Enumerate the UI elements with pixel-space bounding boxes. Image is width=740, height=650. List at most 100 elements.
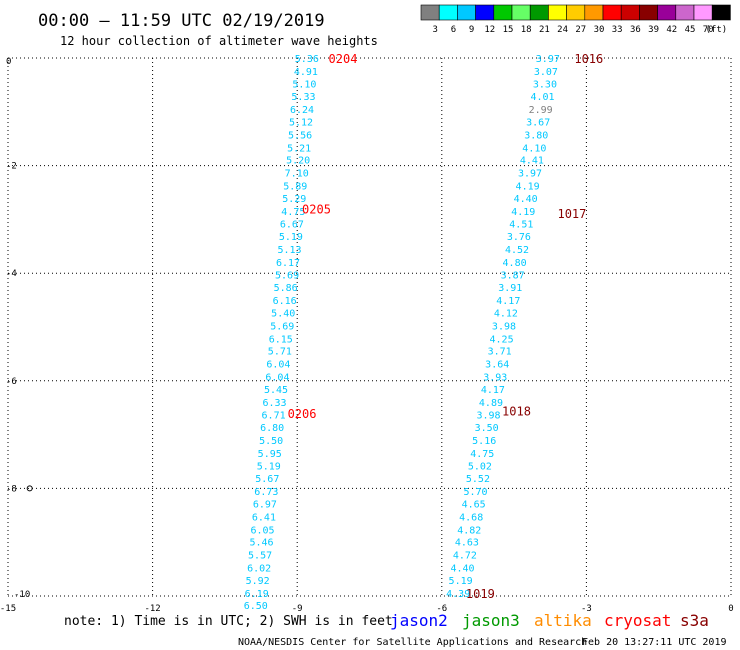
x-tick-label: -9	[292, 604, 303, 614]
colorbar-label: 9	[469, 25, 474, 35]
track-b-values: 3.97 3.073.30 4.01 2.993.67 3.80 4.10 4.41 3.97…	[446, 54, 560, 600]
y-tick-label: -8	[6, 484, 17, 494]
wave-height-value: 4.80	[503, 258, 527, 269]
wave-height-value: 4.63	[455, 538, 479, 549]
pass-time-label: 0204	[329, 52, 358, 66]
colorbar-label: 70	[703, 25, 714, 35]
colorbar-label: 6	[451, 25, 456, 35]
satellite-legend-item: cryosat	[604, 611, 671, 630]
x-tick-label: -15	[0, 604, 16, 614]
satellite-legend-item: s3a	[680, 611, 709, 630]
colorbar-swatch	[420, 4, 440, 21]
colorbar-label: 42	[666, 25, 677, 35]
wave-height-value: 4.72	[453, 551, 477, 562]
footer-credit: NOAA/NESDIS Center for Satellite Applica…	[238, 637, 587, 648]
wave-height-value: 5.67	[255, 474, 279, 485]
wave-height-value: 3.07	[534, 67, 558, 78]
wave-height-value: 5.70	[463, 487, 487, 498]
wave-height-value: 6.33	[262, 398, 286, 409]
pass-time-label: 1017	[557, 207, 586, 221]
wave-height-value: 5.92	[246, 576, 270, 587]
wave-height-value: 3.97	[518, 169, 542, 180]
footer-timestamp: Feb 20 13:27:11 UTC 2019	[582, 637, 727, 648]
axis-tick-labels: 0 -2 -4 -6 -8 -10 -15 -12 -9 -6 -3 0	[0, 57, 734, 614]
chart-title: 00:00 — 11:59 UTC 02/19/2019	[38, 11, 325, 31]
track-a-values: 5.36 4.915.10 5.33 6.245.12 5.56 5.21 5.20 7.10…	[244, 54, 319, 612]
chart-subtitle: 12 hour collection of altimeter wave hei…	[60, 34, 378, 48]
wave-height-value: 4.40	[514, 194, 538, 205]
wave-height-value: 4.19	[511, 207, 535, 218]
wave-height-value: 4.17	[481, 385, 505, 396]
wave-height-value: 5.12	[289, 117, 313, 128]
wave-height-value: 5.40	[271, 308, 295, 319]
wave-height-value: 3.30	[533, 79, 557, 90]
colorbar-legend: 3 6 9 12 15 18 21 24 27 30 33 36 39 42 45 70(ft)	[420, 4, 731, 35]
wave-height-value: 6.17	[276, 258, 300, 269]
wave-height-value: 6.16	[273, 296, 297, 307]
y-tick-label: -2	[6, 162, 17, 172]
wave-height-value: 5.20	[286, 156, 310, 167]
wave-height-value: 5.19	[279, 232, 303, 243]
colorbar-label: 27	[575, 25, 586, 35]
colorbar-swatch	[493, 4, 513, 21]
colorbar-label: 33	[612, 25, 623, 35]
wave-height-value: 4.52	[505, 245, 529, 256]
wave-height-value: 6.71	[262, 411, 286, 422]
pass-time-label: 1018	[502, 404, 531, 418]
wave-height-value: 3.98	[492, 321, 516, 332]
wave-height-value: 5.19	[449, 576, 473, 587]
colorbar-swatch	[457, 4, 476, 21]
wave-height-value: 5.56	[288, 130, 312, 141]
wave-height-value: 6.19	[245, 589, 269, 600]
colorbar-swatch	[657, 4, 677, 21]
plot-grid	[7, 57, 732, 597]
wave-height-value: 4.51	[509, 220, 533, 231]
wave-height-value: 3.80	[524, 130, 548, 141]
wave-height-value: 6.73	[254, 487, 278, 498]
wave-height-value: 3.64	[485, 360, 509, 371]
wave-height-value: 6.24	[290, 105, 314, 116]
wave-height-value: 5.71	[268, 347, 292, 358]
satellite-legend-item: jason3	[462, 611, 520, 630]
wave-height-value: 3.71	[488, 347, 512, 358]
x-tick-label: 0	[728, 604, 733, 614]
wave-height-value: 5.57	[248, 551, 272, 562]
x-tick-label: -6	[436, 604, 447, 614]
colorbar-label: 30	[594, 25, 605, 35]
colorbar-label: 45	[685, 25, 696, 35]
colorbar-label: 15	[503, 25, 514, 35]
wave-height-value: 2.99	[529, 105, 553, 116]
satellite-legend-item: altika	[534, 611, 592, 630]
satellite-legend-item: jason2	[390, 611, 448, 630]
wave-height-value: 4.65	[462, 499, 486, 510]
wave-height-value: 5.69	[270, 321, 294, 332]
wave-height-value: 3.76	[507, 232, 531, 243]
wave-height-value: 3.67	[526, 117, 550, 128]
wave-height-value: 6.97	[253, 499, 277, 510]
colorbar-label: (ft)	[706, 25, 728, 35]
pass-time-label: 1019	[466, 587, 495, 601]
colorbar-label: 3	[432, 25, 437, 35]
wave-height-value: 4.89	[479, 398, 503, 409]
colorbar-swatch	[711, 4, 731, 21]
wave-height-value: 5.19	[257, 461, 281, 472]
colorbar-label: 39	[648, 25, 659, 35]
wave-height-value: 4.40	[450, 563, 474, 574]
wave-height-value: 5.33	[291, 92, 315, 103]
wave-height-value: 5.89	[283, 182, 307, 193]
colorbar-swatch	[639, 4, 658, 21]
wave-height-value: 4.25	[490, 334, 514, 345]
footer-note: note: 1) Time is in UTC; 2) SWH is in fe…	[64, 614, 393, 629]
y-tick-label: -4	[6, 269, 17, 279]
wave-height-value: 6.15	[269, 334, 293, 345]
wave-height-value: 5.50	[259, 436, 283, 447]
wave-height-value: 4.75	[281, 207, 305, 218]
satellite-legend: jason2 jason3 altika cryosat s3a	[390, 611, 709, 630]
pass-time-label: 1016	[574, 52, 603, 66]
wave-height-value: 4.12	[494, 308, 518, 319]
wave-height-value: 5.29	[282, 194, 306, 205]
colorbar-swatch	[438, 4, 458, 21]
colorbar-swatch	[620, 4, 640, 21]
wave-height-value: 3.91	[498, 283, 522, 294]
colorbar-label: 24	[557, 25, 568, 35]
